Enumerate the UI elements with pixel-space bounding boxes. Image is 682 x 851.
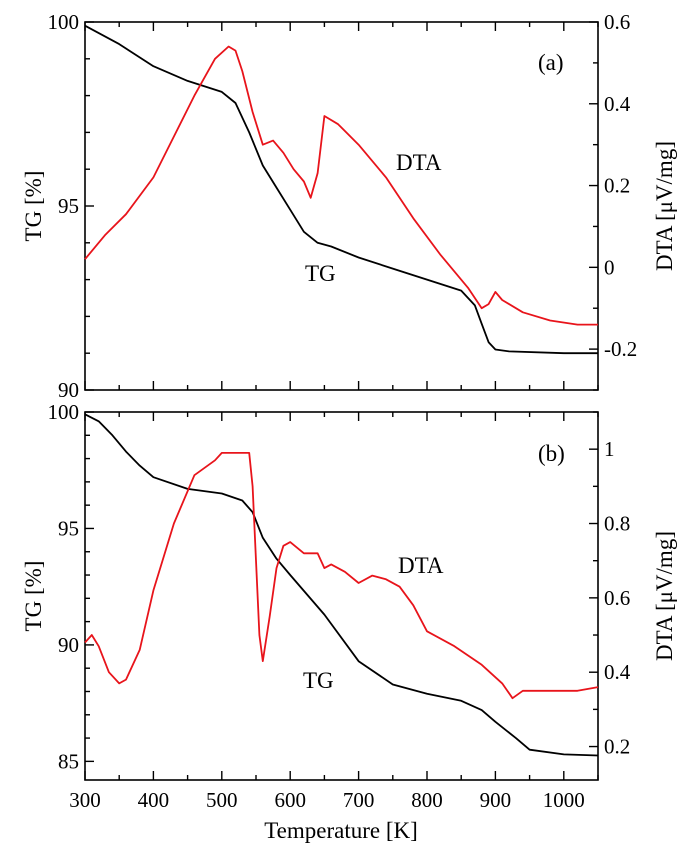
x-tick-label: 500: [206, 788, 238, 812]
panel-b-right-y-tick-label: 0.4: [604, 660, 631, 684]
panel-a-dta-line: [84, 45, 598, 326]
panel-b-label: (b): [538, 441, 565, 466]
panel-b-right-y-tick-label: 0.8: [604, 512, 630, 536]
panel-a-left-axis-title: TG [%]: [21, 171, 46, 242]
x-tick-label: 400: [138, 788, 170, 812]
x-axis-title: Temperature [K]: [264, 818, 418, 843]
panel-a-left-y-tick-label: 90: [58, 378, 79, 402]
panel-a-right-y-tick-label: 0.2: [604, 174, 630, 198]
panel-a-dta-annotation: DTA: [396, 150, 442, 175]
panel-b-frame: [84, 411, 599, 781]
panel-a-tg-line: [84, 24, 598, 355]
panel-a-frame: [84, 21, 599, 391]
panel-a-label: (a): [538, 50, 564, 75]
panel-a-left-y-tick-label: 100: [48, 10, 80, 34]
panel-a-right-y-tick-label: -0.2: [604, 337, 637, 361]
panel-b-tg-line: [84, 413, 599, 757]
panel-a-right-y-tick-label: 0.4: [604, 92, 631, 116]
panel-b-left-y-tick-label: 100: [48, 400, 80, 424]
panel-b-right-y-tick-label: 0.2: [604, 735, 630, 759]
panel-b-left-y-tick-label: 85: [58, 749, 79, 773]
panel-b-series: [84, 413, 599, 757]
panel-a-ticks: 90 95 100 -0.2 0 0.2 0.4 0.6: [48, 10, 638, 402]
x-tick-label: 700: [343, 788, 375, 812]
panel-b-right-axis-title: DTA [μV/mg]: [652, 531, 677, 661]
panel-b-dta-annotation: DTA: [398, 553, 444, 578]
panel-b-ticks: 85 90 95 100 0.2 0.4 0.6 0.8 1: [48, 400, 631, 780]
panel-b: 85 90 95 100 0.2 0.4 0.6 0.8 1 (b) DTA TG TG [%]…: [21, 400, 677, 781]
panel-b-left-y-tick-label: 90: [58, 633, 79, 657]
panel-a-right-axis-title: DTA [μV/mg]: [652, 141, 677, 271]
x-tick-label: 900: [480, 788, 512, 812]
x-tick-label: 800: [411, 788, 443, 812]
x-tick-labels: 300 400 500 600 700 800 900 1000: [69, 788, 585, 812]
panel-b-tg-annotation: TG: [303, 668, 334, 693]
panel-a-series: [84, 24, 598, 355]
panel-a-left-y-tick-label: 95: [58, 194, 79, 218]
panel-a-right-y-tick-label: 0: [604, 255, 615, 279]
panel-b-left-y-tick-label: 95: [58, 516, 79, 540]
panel-b-right-y-tick-label: 0.6: [604, 586, 630, 610]
panel-a-tg-annotation: TG: [305, 261, 336, 286]
panel-b-dta-line: [84, 451, 599, 700]
panel-b-right-y-tick-label: 1: [604, 437, 615, 461]
x-tick-label: 1000: [543, 788, 585, 812]
panel-b-left-axis-title: TG [%]: [21, 561, 46, 632]
x-tick-label: 300: [69, 788, 101, 812]
panel-a-right-y-tick-label: 0.6: [604, 10, 630, 34]
x-tick-label: 600: [274, 788, 306, 812]
